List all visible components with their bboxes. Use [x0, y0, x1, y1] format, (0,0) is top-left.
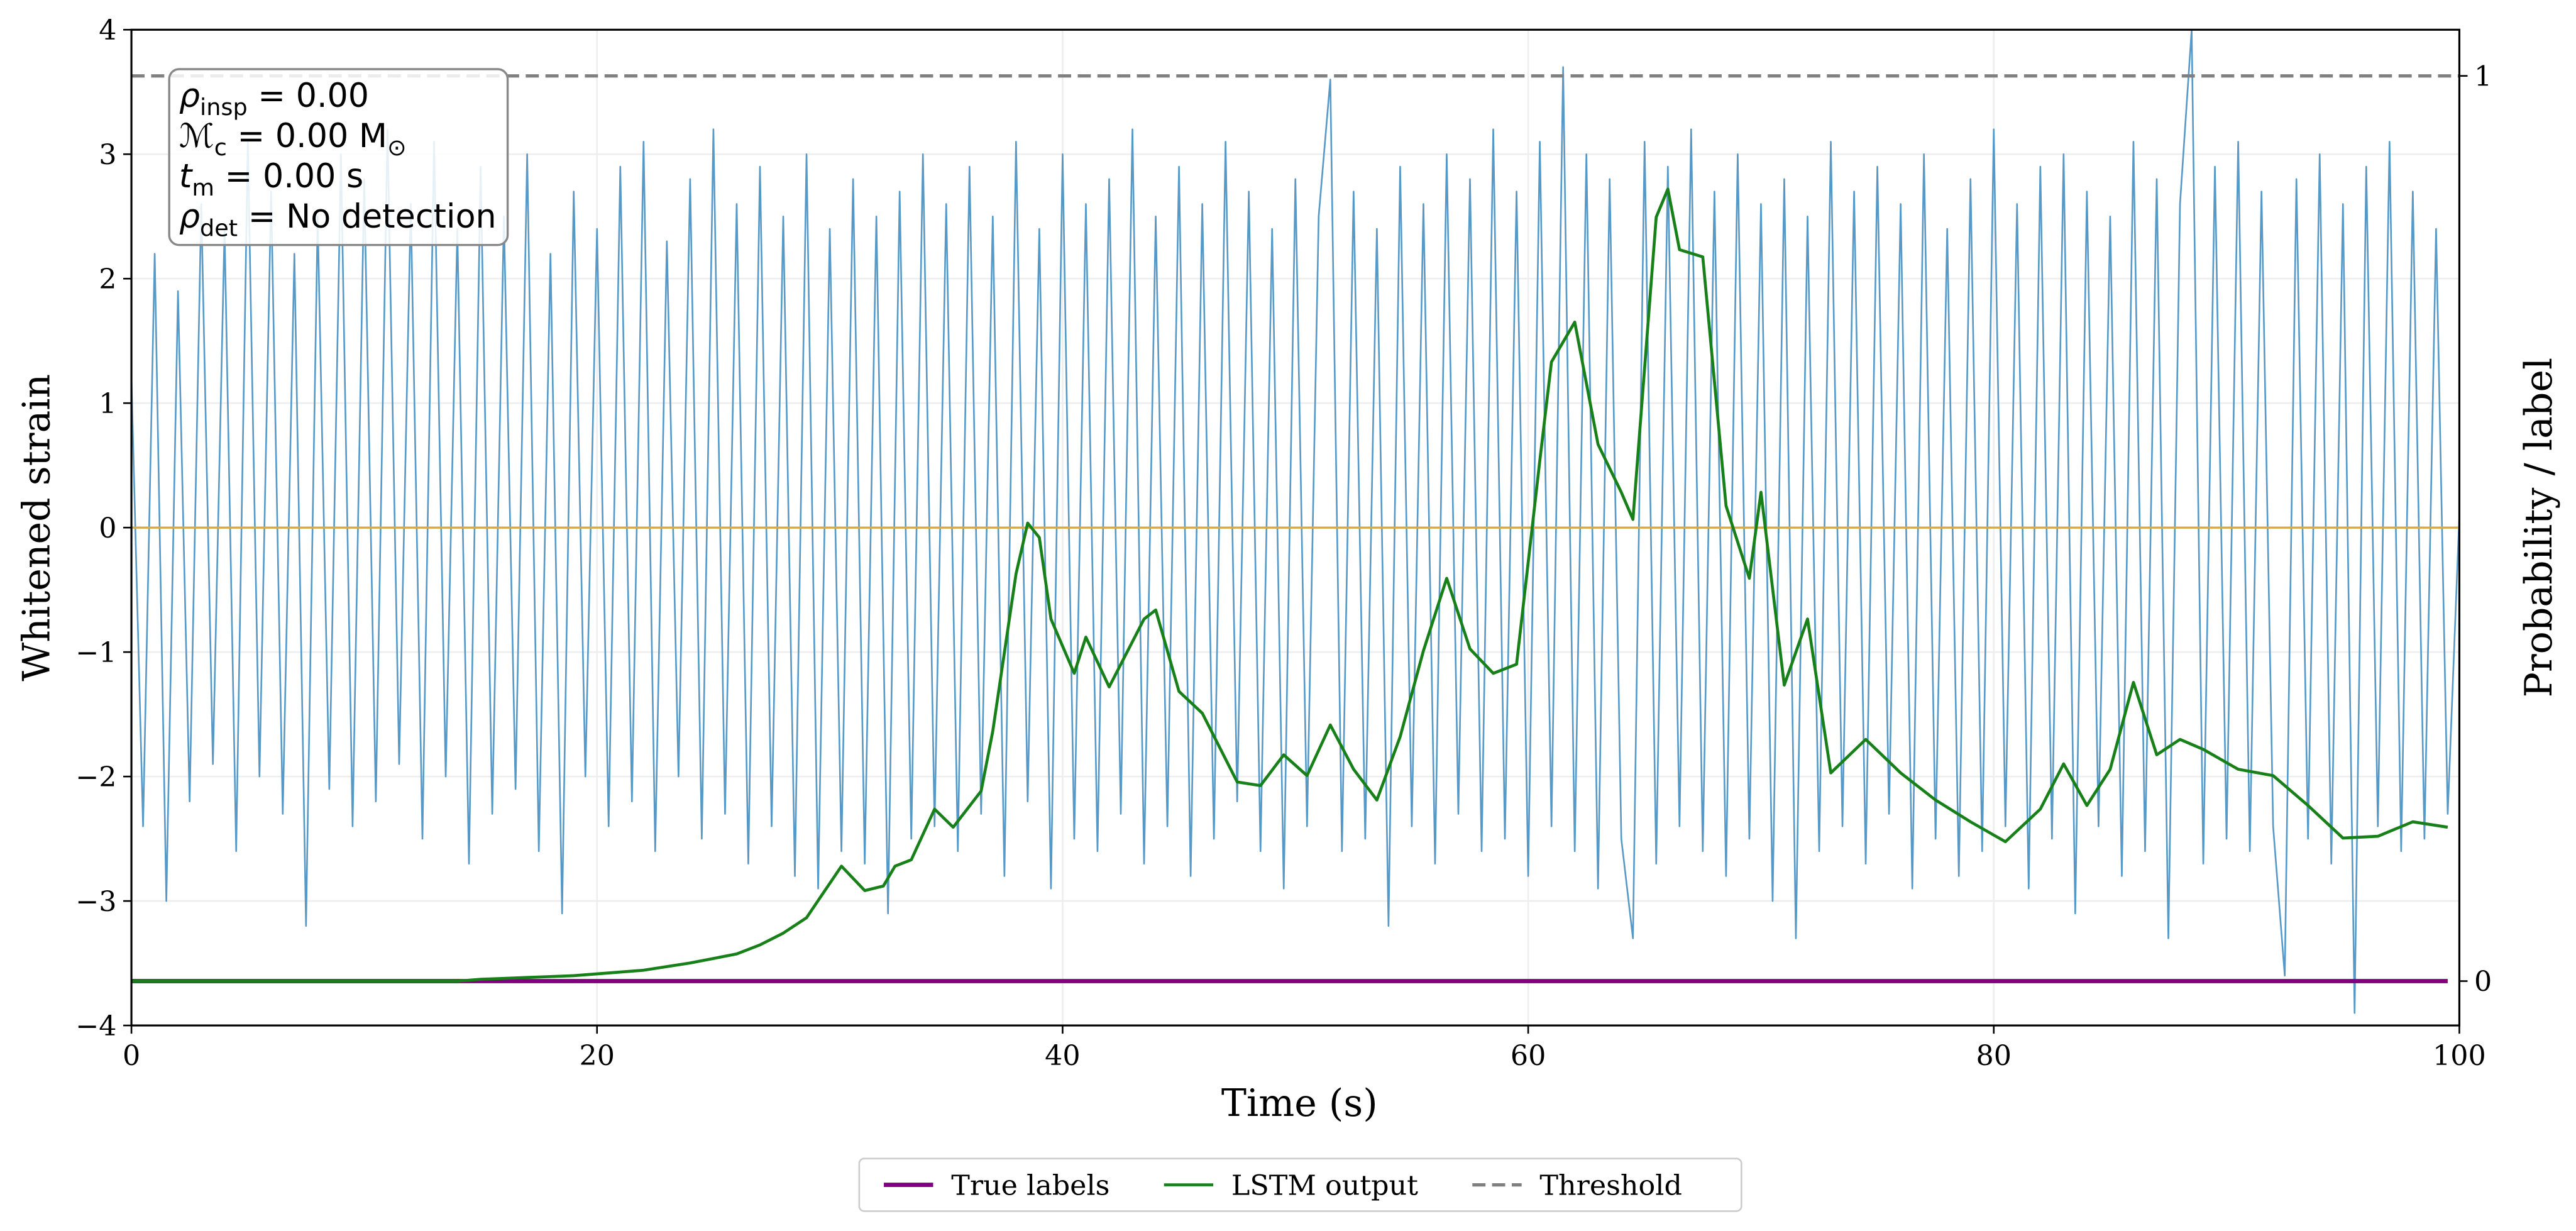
x-axis-label: Time (s)	[1221, 1081, 1378, 1125]
x-tick-label: 40	[1045, 1040, 1081, 1072]
y-tick-label: −4	[75, 1010, 116, 1042]
series-line	[130, 28, 2460, 1014]
annotation-subscript: m	[192, 174, 214, 201]
y-tick-label: −1	[75, 637, 116, 669]
y-tick-label: 4	[99, 14, 116, 47]
annotation-line: tm = 0.00 s	[179, 157, 363, 201]
x-tick-label: 100	[2433, 1040, 2486, 1072]
y2-tick-label: 1	[2474, 60, 2492, 92]
x-tick-label: 20	[579, 1040, 615, 1072]
legend: True labels LSTM output Threshold	[884, 1169, 1682, 1201]
annotation-text: = 0.00 s	[214, 157, 363, 196]
annotation-symbol: ρ	[179, 197, 200, 236]
annotation-text: = 0.00 M	[227, 117, 387, 155]
x-tick-label: 80	[1976, 1040, 2012, 1072]
y-tick-label: 1	[99, 388, 116, 420]
annotation-line: ρdet = No detection	[179, 197, 497, 241]
y-tick-label: 0	[99, 512, 116, 544]
annotation-text: = 0.00	[248, 77, 369, 115]
y-axis-label: Whitened strain	[14, 374, 58, 682]
annotation-symbol: ρ	[179, 77, 200, 115]
annotation-box	[168, 68, 509, 246]
y-tick-label: −2	[75, 761, 116, 793]
annotation-line: ℳc = 0.00 M⊙	[179, 117, 407, 161]
annotation-subscript: ⊙	[387, 134, 407, 161]
x-tick-label: 0	[123, 1040, 140, 1072]
legend-label: Threshold	[1539, 1169, 1682, 1201]
y-tick-label: 3	[99, 139, 116, 171]
x-tick-label: 60	[1511, 1040, 1546, 1072]
annotation-subscript: insp	[200, 94, 248, 121]
annotation-symbol: t	[179, 157, 194, 196]
y-tick-label: −3	[75, 886, 116, 918]
legend-box	[858, 1157, 1742, 1212]
y-tick-label: 2	[99, 263, 116, 295]
annotation-subscript: det	[200, 214, 238, 241]
plot-area	[130, 28, 2460, 1014]
series-line	[131, 187, 2448, 983]
annotation-subscript: c	[214, 134, 227, 161]
legend-label: True labels	[951, 1169, 1109, 1201]
y2-tick-label: 0	[2474, 966, 2492, 998]
y2-axis-label: Probability / label	[2517, 358, 2561, 698]
annotation-line: ρinsp = 0.00	[179, 77, 369, 121]
annotation-text: = No detection	[238, 197, 497, 236]
annotation-symbol: ℳ	[179, 117, 214, 155]
legend-label: LSTM output	[1231, 1169, 1418, 1201]
